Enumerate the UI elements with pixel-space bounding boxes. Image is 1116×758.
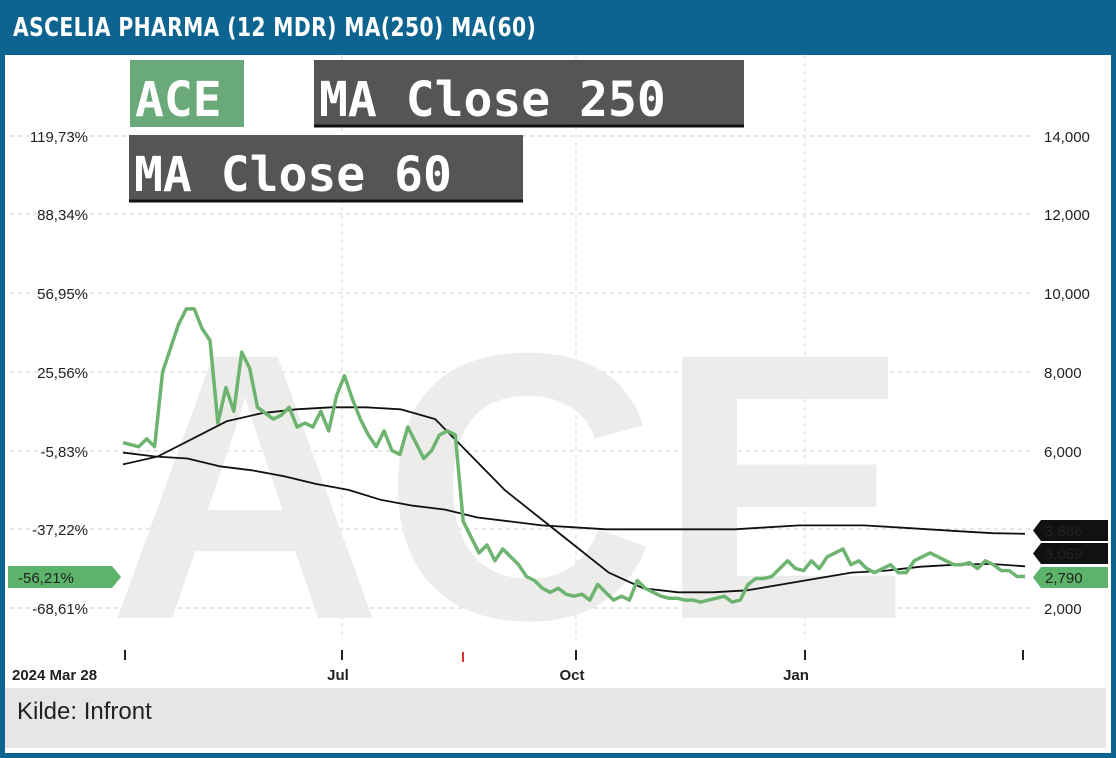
y-right-tick-label: 14,000 [1044, 129, 1090, 146]
y-right-tick-label: 6,000 [1044, 444, 1082, 461]
ma60-marker-label: 3,059 [1045, 546, 1083, 563]
ma250-marker-label: 3,886 [1045, 523, 1083, 540]
current-pct-marker [8, 566, 121, 588]
series-group [122, 307, 1026, 604]
title-bar: ASCELIA PHARMA (12 MDR) MA(250) MA(60) [5, 5, 1111, 55]
y-right-tick-label: 8,000 [1044, 365, 1082, 382]
legend-label: MA Close 250 [319, 72, 666, 128]
legend-label: ACE [135, 72, 222, 128]
legend-box [129, 135, 523, 202]
legend-box [130, 60, 244, 127]
y-left-tick-label: -68,61% [32, 601, 88, 618]
x-tick-label: Oct [559, 667, 584, 684]
legend-box [314, 60, 744, 127]
y-right-tick-label: 2,000 [1044, 601, 1082, 618]
ma250-marker [1033, 520, 1108, 541]
y-left-tick-label: 56,95% [37, 286, 88, 303]
axes-group: 119,73% 88,34% 56,95% 25,56% -5,83% -37,22% -6… [12, 129, 1090, 684]
x-tick-label: 2024 Mar 28 [12, 667, 97, 684]
series-line-ma250 [122, 451, 1026, 535]
grid-lines [10, 55, 1030, 640]
source-text: Kilde: Infront [17, 698, 152, 725]
y-right-tick-label: 10,000 [1044, 286, 1090, 303]
close-marker-label: 2,790 [1045, 570, 1083, 587]
y-right-tick-label: 12,000 [1044, 207, 1090, 224]
x-tick-label: Jan [783, 667, 809, 684]
current-pct-label: -56,21% [18, 570, 74, 587]
chart-title: ASCELIA PHARMA (12 MDR) MA(250) MA(60) [13, 13, 537, 43]
legend-label: MA Close 60 [134, 147, 452, 203]
y-left-tick-label: 88,34% [37, 207, 88, 224]
series-line-ace [122, 307, 1025, 604]
x-tick-label: Jul [327, 667, 349, 684]
y-left-tick-label: 25,56% [37, 365, 88, 382]
value-markers: -56,21% 3,886 3,059 2,790 [8, 520, 1108, 588]
y-left-tick-label: -37,22% [32, 522, 88, 539]
y-left-tick-label: -5,83% [40, 444, 88, 461]
footer: Kilde: Infront [5, 688, 1106, 748]
ma60-marker [1033, 543, 1108, 564]
watermark-text: ACE [108, 274, 910, 699]
legend-group: ACE MA Close 250 MA Close 60 [129, 60, 744, 203]
close-marker [1033, 567, 1108, 588]
y-left-tick-label: 119,73% [30, 129, 88, 146]
